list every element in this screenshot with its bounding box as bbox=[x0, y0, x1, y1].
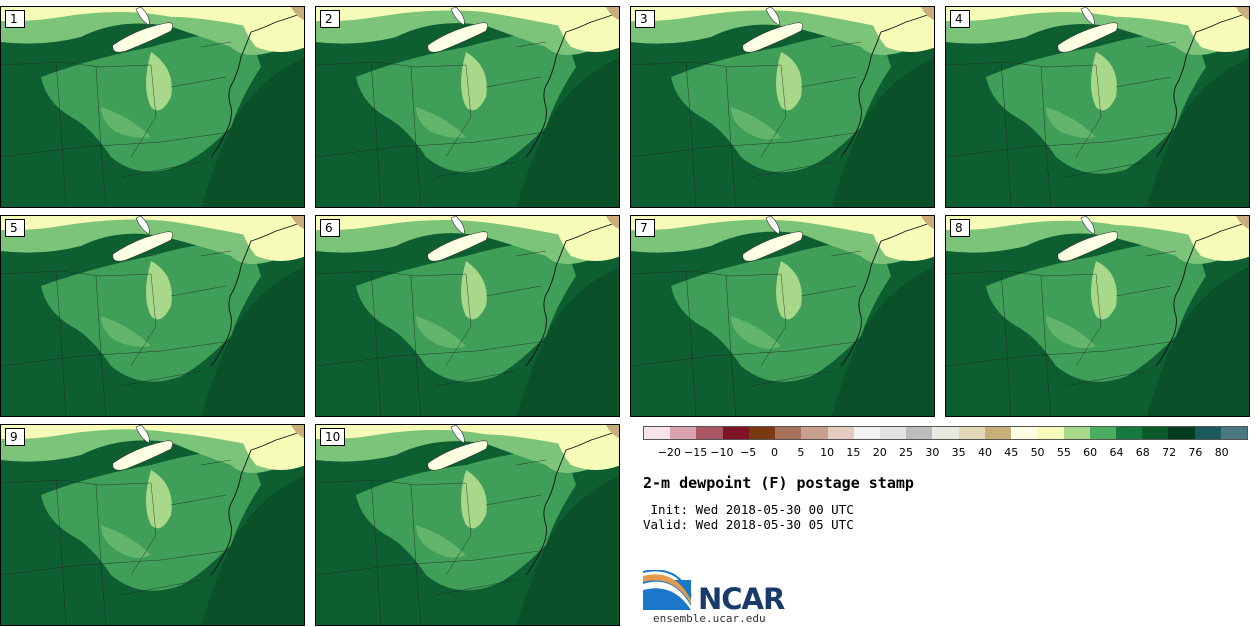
colorbar-tick-label: 0 bbox=[771, 446, 779, 459]
panel-label: 8 bbox=[950, 219, 970, 237]
panel-label: 1 bbox=[5, 10, 25, 28]
colorbar-tick-label: 45 bbox=[1004, 446, 1019, 459]
panel-label: 9 bbox=[5, 428, 25, 446]
colorbar-tick-label: 64 bbox=[1109, 446, 1124, 459]
map-panel: 9 bbox=[0, 424, 305, 626]
colorbar-swatch bbox=[696, 427, 723, 439]
colorbar-tick-label: 76 bbox=[1188, 446, 1203, 459]
colorbar-swatch bbox=[853, 427, 880, 439]
logo-text: NCAR bbox=[698, 582, 785, 616]
colorbar bbox=[643, 426, 1248, 440]
colorbar-tick-label: 35 bbox=[951, 446, 966, 459]
colorbar-tick-label: −10 bbox=[710, 446, 734, 459]
colorbar-swatch bbox=[1089, 427, 1116, 439]
colorbar-tick-label: 68 bbox=[1135, 446, 1150, 459]
colorbar-swatch bbox=[1063, 427, 1090, 439]
panel-label: 6 bbox=[320, 219, 340, 237]
map-panel: 5 bbox=[0, 215, 305, 417]
logo-url: ensemble.ucar.edu bbox=[653, 612, 766, 625]
colorbar-swatch bbox=[775, 427, 802, 439]
colorbar-tick-label: −20 bbox=[657, 446, 681, 459]
panel-label: 2 bbox=[320, 10, 340, 28]
panel-label: 4 bbox=[950, 10, 970, 28]
colorbar-swatch bbox=[1220, 427, 1248, 439]
colorbar-tick-label: −5 bbox=[740, 446, 757, 459]
map-panel: 8 bbox=[945, 215, 1250, 417]
colorbar-swatch bbox=[722, 427, 749, 439]
panel-label: 5 bbox=[5, 219, 25, 237]
colorbar-tick-label: 50 bbox=[1030, 446, 1045, 459]
map-panel: 2 bbox=[315, 6, 620, 208]
colorbar-tick-label: 20 bbox=[872, 446, 887, 459]
colorbar-swatch bbox=[748, 427, 776, 439]
colorbar-swatch bbox=[932, 427, 959, 439]
colorbar-tick-label: 15 bbox=[846, 446, 861, 459]
colorbar-swatch bbox=[1194, 427, 1221, 439]
panel-label: 10 bbox=[320, 428, 346, 446]
colorbar-tick-label: 5 bbox=[797, 446, 805, 459]
colorbar-swatch bbox=[1142, 427, 1169, 439]
map-panel: 7 bbox=[630, 215, 935, 417]
colorbar-swatch bbox=[1037, 427, 1064, 439]
colorbar-ticks: −20 −15 −10 −5 0 5 10 15 20 25 30 35 40 45 50 55 60 64 68 7… bbox=[643, 446, 1248, 460]
colorbar-tick-label: −15 bbox=[683, 446, 708, 459]
chart-title: 2-m dewpoint (F) postage stamp bbox=[643, 474, 914, 492]
colorbar-tick-label: 72 bbox=[1162, 446, 1177, 459]
colorbar-tick-label: 40 bbox=[977, 446, 992, 459]
valid-time: Valid: Wed 2018-05-30 05 UTC bbox=[643, 517, 854, 532]
colorbar-tick-label: 80 bbox=[1214, 446, 1229, 459]
colorbar-tick-label: 25 bbox=[899, 446, 914, 459]
ncar-logo-icon bbox=[643, 570, 692, 610]
map-panel: 3 bbox=[630, 6, 935, 208]
colorbar-swatch bbox=[670, 427, 697, 439]
colorbar-swatch bbox=[1011, 427, 1038, 439]
colorbar-tick-label: 60 bbox=[1083, 446, 1098, 459]
colorbar-swatch bbox=[906, 427, 933, 439]
panel-label: 7 bbox=[635, 219, 655, 237]
map-panel: 1 bbox=[0, 6, 305, 208]
init-time: Init: Wed 2018-05-30 00 UTC bbox=[643, 502, 854, 517]
colorbar-tick-label: 55 bbox=[1056, 446, 1071, 459]
colorbar-swatch bbox=[879, 427, 907, 439]
colorbar-tick-label: 10 bbox=[820, 446, 835, 459]
panel-label: 3 bbox=[635, 10, 655, 28]
colorbar-swatch bbox=[1115, 427, 1143, 439]
map-panel: 4 bbox=[945, 6, 1250, 208]
colorbar-tick-label: 30 bbox=[925, 446, 940, 459]
map-panel: 6 bbox=[315, 215, 620, 417]
colorbar-swatch bbox=[958, 427, 985, 439]
colorbar-swatch bbox=[801, 427, 828, 439]
map-panel: 10 bbox=[315, 424, 620, 626]
colorbar-swatch bbox=[827, 427, 854, 439]
colorbar-swatch bbox=[984, 427, 1012, 439]
colorbar-swatch bbox=[1168, 427, 1195, 439]
colorbar-swatch bbox=[644, 427, 671, 439]
